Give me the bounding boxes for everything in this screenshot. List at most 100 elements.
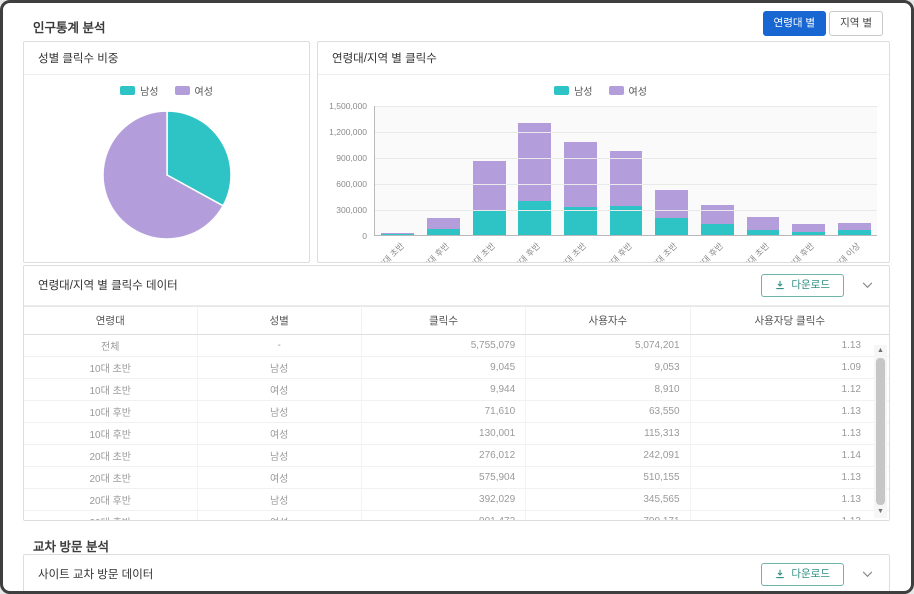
gridline [375, 183, 877, 185]
bar-segment-female [655, 189, 689, 218]
pie-slice-male [165, 110, 232, 207]
bar-segment-female [609, 151, 643, 207]
x-axis-label: 20대 초반 [464, 240, 497, 263]
table-row: 10대 초반 남성 9,045 9,053 1.09 [24, 356, 889, 379]
x-axis-label: 20대 후반 [510, 240, 543, 263]
x-axis-label: 50대 초반 [738, 240, 771, 263]
table-cell: 1.13 [690, 422, 889, 445]
cross-visit-card-actions: 다운로드 [761, 563, 875, 586]
pie-slice-female [101, 110, 224, 240]
bar-slot: 40대 후반 [693, 106, 740, 262]
table-cell: 5,074,201 [525, 334, 691, 357]
table-cell: 10대 초반 [24, 356, 198, 379]
bar-segment-male [655, 217, 689, 235]
bar-card-body: 남성 여성 0 300,000 600,000 900,000 1,200,000 1,5… [318, 75, 889, 262]
download-button-label: 다운로드 [791, 279, 830, 291]
y-tick-label: 600,000 [336, 179, 367, 189]
table-cell: 1.13 [690, 400, 889, 423]
y-tick-label: 300,000 [336, 205, 367, 215]
download-button[interactable]: 다운로드 [761, 274, 844, 297]
age-data-table-card: 연령대/지역 별 클릭수 데이터 다운로드 연령대 성별 클릭수 사용자수 사용자당 클… [23, 265, 890, 521]
bar-chart-y-axis: 0 300,000 600,000 900,000 1,200,000 1,500,000 [324, 101, 374, 241]
collapse-chevron-icon[interactable] [860, 280, 875, 291]
bar-segment-female [837, 223, 871, 231]
table-cell: 63,550 [525, 400, 691, 423]
table-row: 전체 -5,755,079 5,074,201 1.13 [24, 334, 889, 357]
page-title: 인구통계 분석 [33, 21, 106, 35]
download-icon [776, 281, 785, 290]
female-legend-label: 여성 [628, 87, 647, 98]
stacked-bar [746, 217, 780, 235]
table-row: 20대 초반 여성 575,904 510,155 1.13 [24, 466, 889, 489]
gridline [375, 209, 877, 211]
download-button-label: 다운로드 [791, 568, 830, 580]
bar-segment-male [837, 230, 871, 235]
gridline [375, 131, 877, 133]
table-column-header: 클릭수 [361, 305, 527, 335]
gridline [375, 157, 877, 159]
table-row: 20대 초반 남성 276,012 242,091 1.14 [24, 444, 889, 467]
table-cell: 9,053 [525, 356, 691, 379]
table-cell: 575,904 [361, 466, 527, 489]
table-cell: 20대 후반 [24, 488, 198, 511]
y-tick-label: 1,200,000 [329, 127, 367, 137]
table-cell: 1.13 [690, 510, 889, 520]
pie-card-title: 성별 클릭수 비중 [38, 53, 119, 65]
table-card-header: 연령대/지역 별 클릭수 데이터 다운로드 [24, 266, 889, 306]
bar-slot: 10대 후반 [419, 106, 467, 262]
scroll-down-icon[interactable]: ▼ [877, 508, 884, 515]
scroll-up-icon[interactable]: ▲ [877, 347, 884, 354]
bar-segment-male [381, 234, 415, 235]
table-cell: 9,944 [361, 378, 527, 401]
bar-series: 10대 초반 10대 후반 20대 초반 20대 후반 30대 초반 30대 후반 40대 … [374, 106, 877, 262]
table-cell: 10대 후반 [24, 400, 198, 423]
scrollbar-thumb[interactable] [876, 358, 885, 505]
table-cell: - [197, 334, 362, 357]
table-cell: 전체 [24, 334, 198, 357]
stacked-bar-chart: 0 300,000 600,000 900,000 1,200,000 1,500,000… [324, 101, 877, 262]
charts-row: 성별 클릭수 비중 남성 여성 연령대/지역 별 클릭수 [23, 41, 890, 263]
stacked-bar [563, 142, 597, 235]
female-legend-swatch [174, 86, 190, 95]
collapse-chevron-icon[interactable] [860, 569, 875, 580]
table-cell: 1.12 [690, 378, 889, 401]
table-cell: 남성 [197, 444, 362, 467]
bar-segment-female [700, 205, 734, 224]
table-cell: 392,029 [361, 488, 527, 511]
bar-slot: 10대 초반 [374, 106, 421, 262]
bar-segment-male [518, 201, 552, 235]
stacked-bar [792, 223, 826, 235]
table-scrollbar[interactable]: ▲ ▼ [874, 345, 887, 518]
toggle-by-age-button[interactable]: 연령대 별 [762, 11, 827, 36]
bar-slot: 30대 초반 [556, 106, 604, 262]
x-axis-label: 10대 후반 [419, 240, 452, 263]
table-cell: 510,155 [525, 466, 691, 489]
male-legend-label: 남성 [574, 87, 593, 98]
view-toggle-group: 연령대 별 지역 별 [762, 11, 883, 36]
stacked-bar [427, 217, 460, 235]
stacked-bar [609, 151, 643, 235]
table-cell: 115,313 [525, 422, 691, 445]
bar-segment-female [381, 233, 415, 235]
stacked-bar [472, 161, 506, 235]
table-cell: 8,910 [525, 378, 691, 401]
toggle-by-region-button[interactable]: 지역 별 [829, 11, 883, 36]
table-cell: 여성 [197, 466, 362, 489]
table-cell: 1.13 [690, 334, 889, 357]
table-cell: 1.13 [690, 466, 889, 489]
legend-item-male: 남성 [554, 83, 593, 98]
table-cell: 20대 초반 [24, 466, 198, 489]
pie-legend: 남성 여성 [24, 75, 309, 98]
table-cell: 남성 [197, 400, 362, 423]
download-button[interactable]: 다운로드 [761, 563, 844, 586]
table-cell: 10대 초반 [24, 378, 198, 401]
table-cell: 901,472 [361, 510, 527, 520]
stacked-bar [655, 189, 689, 235]
table-row: 10대 후반 남성 71,610 63,550 1.13 [24, 400, 889, 423]
legend-item-female: 여성 [174, 83, 213, 98]
x-axis-label: 40대 초반 [647, 240, 680, 263]
bar-segment-female [472, 161, 506, 212]
gender-pie-card: 성별 클릭수 비중 남성 여성 [23, 41, 310, 263]
table-row: 10대 초반 여성 9,944 8,910 1.12 [24, 378, 889, 401]
table-cell: 1.13 [690, 488, 889, 511]
